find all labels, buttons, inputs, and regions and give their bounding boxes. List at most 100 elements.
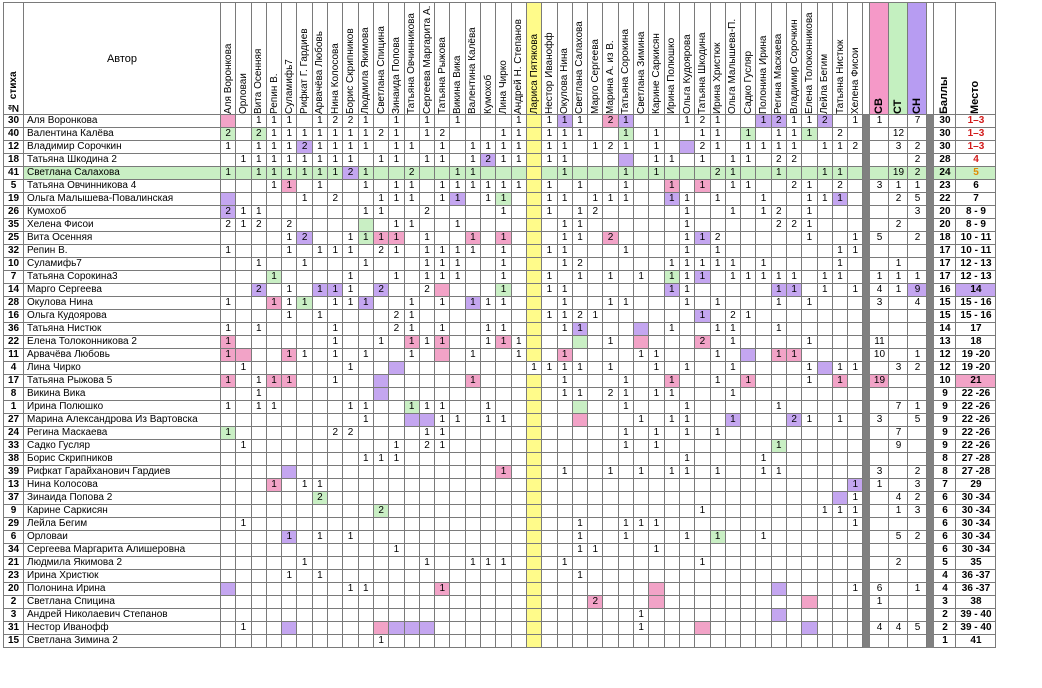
vote-cell: [525, 205, 543, 219]
vote-cell: [372, 179, 390, 193]
vote-cell: 2: [372, 504, 390, 518]
vote-cell: [816, 595, 833, 609]
vote-cell: [418, 348, 436, 362]
vote-cell: [219, 452, 237, 466]
vote-cell: [602, 374, 619, 388]
vote-cell: 1: [678, 283, 696, 297]
vote-cell: [525, 504, 543, 518]
vote-cell: [740, 322, 757, 336]
sn-value: [907, 257, 928, 271]
vote-cell: [755, 361, 772, 375]
voter-header: Ольга Малышева-П.: [724, 2, 742, 115]
column-divider: [862, 556, 871, 570]
vote-cell: [602, 244, 619, 258]
author-name: Нестор Иванофф: [23, 621, 221, 635]
score-value: 8: [933, 452, 957, 466]
voter-header-label: Кумохоб: [482, 74, 494, 114]
vote-cell: 1: [495, 322, 512, 336]
st-value: 2: [888, 556, 909, 570]
vote-cell: [250, 621, 267, 635]
vote-cell: [556, 491, 573, 505]
vote-cell: 1: [785, 348, 803, 362]
vote-cell: 1: [281, 348, 298, 362]
voter-header: Лина Чирко: [495, 2, 512, 115]
vote-cell: 1: [785, 114, 803, 128]
vote-cell: [235, 127, 252, 141]
sn-value: 2: [907, 153, 928, 167]
vote-cell: 1: [801, 114, 818, 128]
voter-header: Татьяна Нистюк: [831, 2, 849, 115]
vote-cell: 1: [617, 166, 635, 180]
vote-cell: [418, 413, 436, 427]
sn-value: 2: [907, 465, 928, 479]
vote-cell: [724, 582, 742, 596]
vote-cell: [250, 348, 267, 362]
vote-cell: [724, 283, 742, 297]
sv-value: [869, 400, 890, 414]
place-value: 10 - 11: [955, 244, 997, 258]
vote-cell: [571, 504, 589, 518]
vote-cell: 1: [724, 257, 742, 271]
vote-cell: [587, 322, 604, 336]
column-divider: [926, 478, 935, 492]
vote-cell: 1: [357, 127, 374, 141]
sn-value: [907, 322, 928, 336]
author-name: Карине Саркисян: [23, 504, 221, 518]
vote-cell: 1: [678, 361, 696, 375]
vote-cell: 1: [311, 244, 329, 258]
vote-cell: [449, 504, 466, 518]
vote-cell: 1: [449, 270, 466, 284]
vote-cell: [801, 621, 818, 635]
column-divider: [926, 140, 935, 154]
vote-cell: [480, 491, 497, 505]
voter-header: Садко Гусляр: [740, 2, 757, 115]
vote-cell: [587, 504, 604, 518]
vote-cell: [357, 283, 374, 297]
poem-number: 13: [3, 478, 24, 492]
author-name: Татьяна Овчинникова 4: [23, 179, 221, 193]
vote-cell: 1: [464, 140, 482, 154]
sn-value: [907, 309, 928, 323]
place-value: 8 - 9: [955, 218, 997, 232]
sv-value: [869, 517, 890, 531]
vote-cell: [372, 608, 390, 622]
place-value: 30 -34: [955, 517, 997, 531]
vote-cell: [464, 439, 482, 453]
vote-cell: [510, 218, 527, 232]
vote-cell: 1: [434, 257, 451, 271]
column-divider: [862, 322, 871, 336]
vote-cell: [434, 205, 451, 219]
vote-cell: [663, 231, 680, 245]
vote-cell: [464, 283, 482, 297]
place-value: 36 -37: [955, 582, 997, 596]
vote-cell: [418, 374, 436, 388]
vote-cell: 1: [311, 127, 329, 141]
vote-cell: [694, 517, 711, 531]
sv-value: 10: [869, 348, 890, 362]
vote-cell: [357, 270, 374, 284]
vote-cell: [602, 452, 619, 466]
st-value: 4: [888, 621, 909, 635]
vote-cell: [464, 582, 482, 596]
vote-cell: [847, 465, 864, 479]
vote-cell: 1: [434, 426, 451, 440]
vote-cell: 1: [281, 127, 298, 141]
vote-cell: [388, 582, 405, 596]
author-name: Аля Воронкова: [23, 114, 221, 128]
vote-cell: [785, 465, 803, 479]
vote-cell: [235, 257, 252, 271]
vote-cell: [541, 218, 558, 232]
vote-cell: [724, 426, 742, 440]
sn-value: 7: [907, 114, 928, 128]
vote-cell: [831, 530, 849, 544]
vote-cell: [510, 582, 527, 596]
vote-cell: [311, 543, 329, 557]
vote-cell: [755, 296, 772, 310]
st-value: 12: [888, 127, 909, 141]
vote-cell: [357, 361, 374, 375]
sn-value: 5: [907, 413, 928, 427]
vote-cell: [571, 192, 589, 206]
place-value: 30 -34: [955, 530, 997, 544]
vote-cell: [388, 530, 405, 544]
vote-cell: [678, 153, 696, 167]
